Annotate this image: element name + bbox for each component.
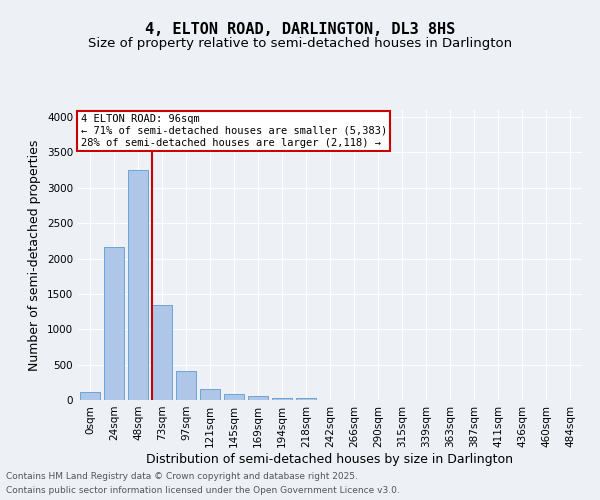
Bar [200,389,220,400]
X-axis label: Distribution of semi-detached houses by size in Darlington: Distribution of semi-detached houses by … [146,452,514,466]
Text: 4 ELTON ROAD: 96sqm
← 71% of semi-detached houses are smaller (5,383)
28% of sem: 4 ELTON ROAD: 96sqm ← 71% of semi-detach… [80,114,387,148]
Bar [152,305,172,400]
Bar [248,396,268,400]
Bar [104,246,124,400]
Bar [176,372,196,400]
Text: 4, ELTON ROAD, DARLINGTON, DL3 8HS: 4, ELTON ROAD, DARLINGTON, DL3 8HS [145,22,455,38]
Y-axis label: Number of semi-detached properties: Number of semi-detached properties [28,140,41,370]
Bar [128,170,148,400]
Bar [224,394,244,400]
Bar [296,398,316,400]
Bar [80,392,100,400]
Text: Size of property relative to semi-detached houses in Darlington: Size of property relative to semi-detach… [88,38,512,51]
Text: Contains HM Land Registry data © Crown copyright and database right 2025.: Contains HM Land Registry data © Crown c… [6,472,358,481]
Text: Contains public sector information licensed under the Open Government Licence v3: Contains public sector information licen… [6,486,400,495]
Bar [272,398,292,400]
